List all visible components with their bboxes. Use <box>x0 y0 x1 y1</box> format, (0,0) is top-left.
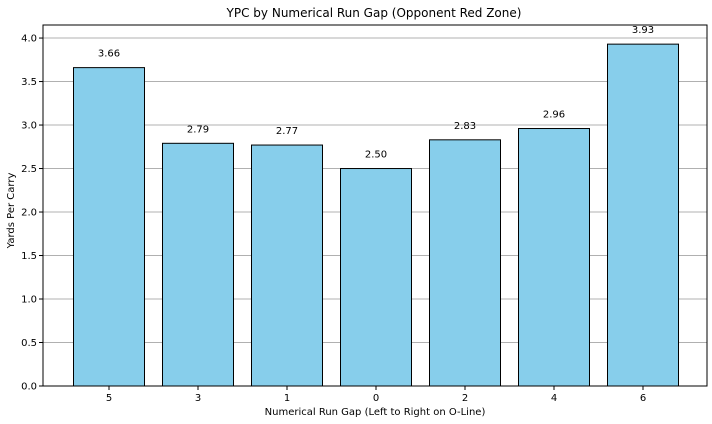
x-axis: 5 3 1 0 2 4 6 <box>106 386 646 404</box>
bar-value-label: 2.77 <box>276 126 298 137</box>
x-tick-label: 3 <box>195 393 201 404</box>
y-axis: 0.0 0.5 1.0 1.5 2.0 2.5 3.0 3.5 4.0 <box>21 34 43 393</box>
x-tick-label: 5 <box>106 393 112 404</box>
y-tick-label: 1.0 <box>21 295 37 306</box>
bar-value-label: 3.66 <box>98 49 120 60</box>
y-tick-label: 3.5 <box>21 77 37 88</box>
x-tick-label: 4 <box>551 393 557 404</box>
x-tick-label: 6 <box>640 393 646 404</box>
bar-value-label: 2.79 <box>187 124 209 135</box>
chart-title: YPC by Numerical Run Gap (Opponent Red Z… <box>226 6 522 20</box>
bar <box>607 43 679 387</box>
bar-value-label: 2.50 <box>365 150 387 161</box>
bar-value-label: 2.83 <box>454 121 476 132</box>
plot-frame <box>42 24 708 387</box>
y-tick-label: 0.5 <box>21 338 37 349</box>
y-tick-label: 1.5 <box>21 251 37 262</box>
bar-value-label: 3.93 <box>632 25 654 36</box>
x-tick-label: 2 <box>462 393 468 404</box>
x-axis-label: Numerical Run Gap (Left to Right on O-Li… <box>265 407 486 418</box>
y-tick-label: 3.0 <box>21 121 37 132</box>
y-tick-label: 2.0 <box>21 208 37 219</box>
x-tick-label: 1 <box>284 393 290 404</box>
data-labels: 3.66 2.79 2.77 2.50 2.83 2.96 3.93 <box>98 25 654 160</box>
bar-value-label: 2.96 <box>543 110 565 121</box>
bar <box>73 67 145 387</box>
bar <box>162 142 234 387</box>
bar <box>429 139 501 387</box>
bar-series <box>73 43 679 387</box>
bar <box>518 128 590 387</box>
bar <box>251 144 323 387</box>
y-axis-label: Yards Per Carry <box>6 173 17 250</box>
y-tick-label: 0.0 <box>21 382 37 393</box>
y-tick-label: 4.0 <box>21 34 37 45</box>
bar <box>340 168 412 387</box>
y-tick-label: 2.5 <box>21 164 37 175</box>
x-tick-label: 0 <box>373 393 379 404</box>
